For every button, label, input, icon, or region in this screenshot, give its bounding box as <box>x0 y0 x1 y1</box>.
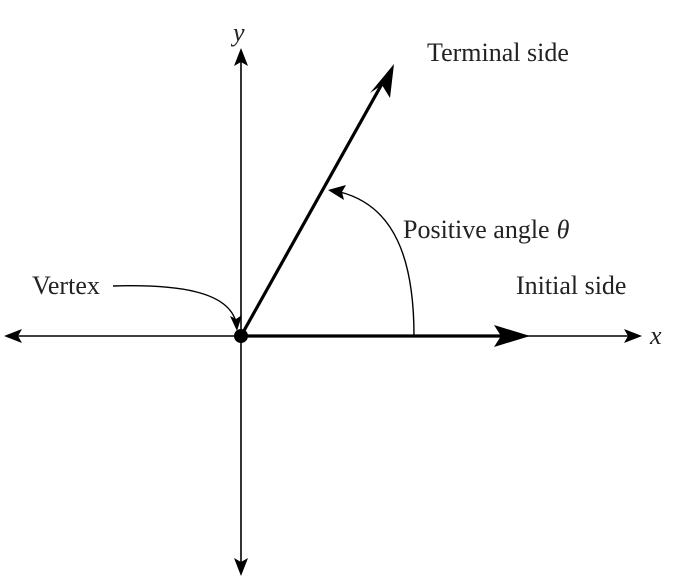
initial-side-arrowhead <box>494 325 530 347</box>
initial-side-label: Initial side <box>516 271 626 300</box>
x-axis-label: x <box>649 321 662 350</box>
vertex-point <box>234 329 248 343</box>
y-axis-top-arrowhead <box>234 48 248 66</box>
theta-symbol: θ <box>557 215 570 244</box>
positive-angle-text: Positive angle <box>403 215 550 244</box>
angle-arc-arrowhead <box>328 185 346 200</box>
vertex-pointer <box>112 285 242 331</box>
terminal-side-label: Terminal side <box>427 38 569 67</box>
terminal-side-ray <box>239 64 394 337</box>
vertex-label: Vertex <box>32 271 100 300</box>
initial-side-ray <box>241 325 530 347</box>
vertex-pointer-arrowhead <box>230 315 242 331</box>
y-axis-bottom-arrowhead <box>234 558 248 576</box>
x-axis-right-arrowhead <box>624 329 642 343</box>
angle-arc <box>328 185 415 337</box>
y-axis-label: y <box>230 18 245 47</box>
positive-angle-label: Positive angle θ <box>403 215 570 244</box>
x-axis-left-arrowhead <box>4 329 22 343</box>
y-axis <box>234 48 248 576</box>
terminal-side-arrowhead <box>370 64 394 98</box>
